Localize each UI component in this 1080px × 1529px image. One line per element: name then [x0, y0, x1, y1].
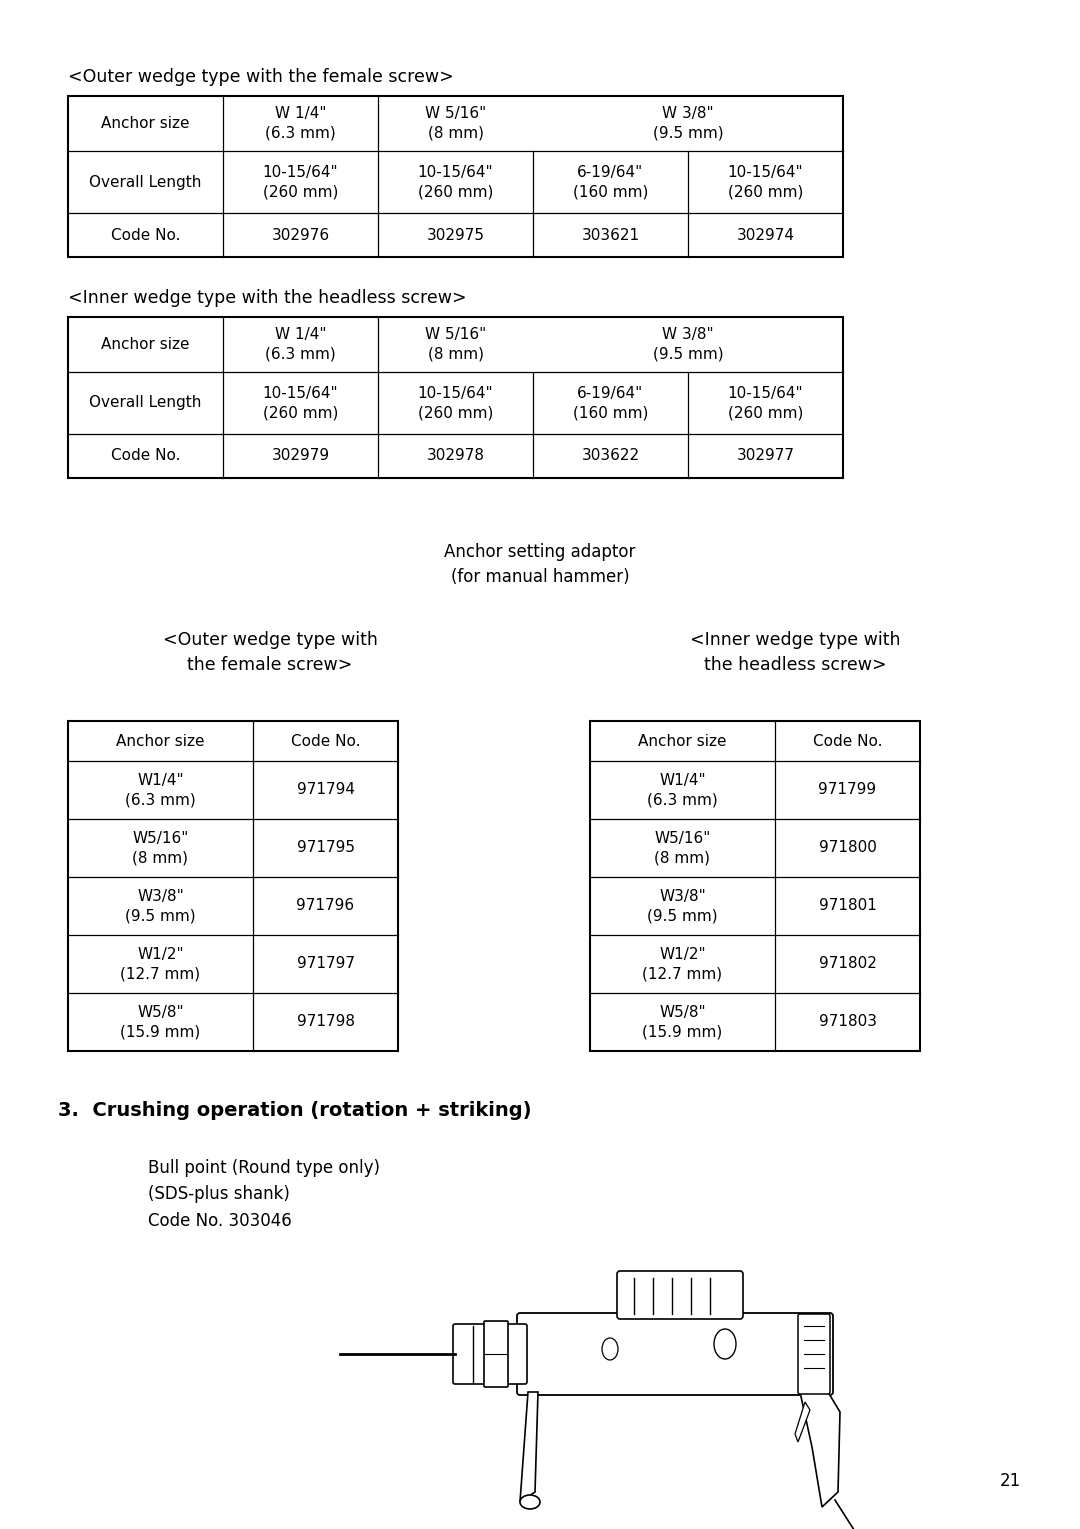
- Text: 971802: 971802: [819, 957, 877, 971]
- Text: 971795: 971795: [297, 841, 354, 856]
- Text: 10-15/64"
(260 mm): 10-15/64" (260 mm): [262, 385, 338, 420]
- Text: W5/8"
(15.9 mm): W5/8" (15.9 mm): [120, 1005, 201, 1040]
- Text: W5/16"
(8 mm): W5/16" (8 mm): [133, 830, 189, 865]
- Text: Code No.: Code No.: [813, 734, 882, 749]
- Text: 10-15/64"
(260 mm): 10-15/64" (260 mm): [728, 165, 804, 199]
- Text: <Inner wedge type with the headless screw>: <Inner wedge type with the headless scre…: [68, 289, 467, 307]
- Bar: [590, 722, 920, 1050]
- Text: Anchor setting adaptor
(for manual hammer): Anchor setting adaptor (for manual hamme…: [444, 543, 636, 586]
- Text: 971797: 971797: [297, 957, 354, 971]
- Text: 971803: 971803: [819, 1015, 877, 1029]
- Text: 971799: 971799: [819, 783, 877, 798]
- Text: 302975: 302975: [427, 228, 485, 243]
- Text: W1/4"
(6.3 mm): W1/4" (6.3 mm): [125, 772, 195, 807]
- Text: 303621: 303621: [581, 228, 639, 243]
- Text: W 1/4"
(6.3 mm): W 1/4" (6.3 mm): [265, 327, 336, 361]
- Text: 971798: 971798: [297, 1015, 354, 1029]
- Text: 302977: 302977: [737, 448, 795, 463]
- Ellipse shape: [602, 1338, 618, 1359]
- Text: Code No.: Code No.: [111, 228, 180, 243]
- Text: 302976: 302976: [271, 228, 329, 243]
- Text: 303622: 303622: [581, 448, 639, 463]
- Text: 971796: 971796: [296, 899, 354, 913]
- Text: 10-15/64"
(260 mm): 10-15/64" (260 mm): [418, 385, 494, 420]
- Text: 302978: 302978: [427, 448, 485, 463]
- Text: W 3/8"
(9.5 mm): W 3/8" (9.5 mm): [652, 107, 724, 141]
- Text: W 5/16"
(8 mm): W 5/16" (8 mm): [424, 107, 486, 141]
- FancyBboxPatch shape: [484, 1321, 508, 1387]
- Polygon shape: [519, 1391, 538, 1501]
- Text: 971794: 971794: [297, 783, 354, 798]
- Text: W1/2"
(12.7 mm): W1/2" (12.7 mm): [643, 946, 723, 982]
- Text: 302974: 302974: [737, 228, 795, 243]
- Bar: [68, 722, 399, 1050]
- Text: 3.  Crushing operation (rotation + striking): 3. Crushing operation (rotation + striki…: [58, 1101, 531, 1121]
- Text: Code No.: Code No.: [111, 448, 180, 463]
- Text: <Inner wedge type with
the headless screw>: <Inner wedge type with the headless scre…: [690, 631, 901, 674]
- Text: W1/4"
(6.3 mm): W1/4" (6.3 mm): [647, 772, 718, 807]
- Text: Code No.: Code No.: [291, 734, 361, 749]
- Text: W 5/16"
(8 mm): W 5/16" (8 mm): [424, 327, 486, 361]
- Text: W1/2"
(12.7 mm): W1/2" (12.7 mm): [121, 946, 201, 982]
- Ellipse shape: [519, 1495, 540, 1509]
- Polygon shape: [800, 1391, 840, 1508]
- Text: Bull point (Round type only)
(SDS-plus shank)
Code No. 303046: Bull point (Round type only) (SDS-plus s…: [148, 1159, 380, 1229]
- Text: W3/8"
(9.5 mm): W3/8" (9.5 mm): [647, 888, 718, 924]
- Text: <Outer wedge type with the female screw>: <Outer wedge type with the female screw>: [68, 67, 454, 86]
- Text: 971801: 971801: [819, 899, 877, 913]
- Text: 10-15/64"
(260 mm): 10-15/64" (260 mm): [262, 165, 338, 199]
- Polygon shape: [795, 1402, 810, 1442]
- Text: Anchor size: Anchor size: [102, 116, 190, 131]
- Bar: [68, 317, 843, 479]
- FancyBboxPatch shape: [517, 1313, 833, 1394]
- Text: Overall Length: Overall Length: [90, 396, 202, 410]
- Text: Anchor size: Anchor size: [638, 734, 727, 749]
- Text: W3/8"
(9.5 mm): W3/8" (9.5 mm): [125, 888, 195, 924]
- Ellipse shape: [714, 1329, 735, 1359]
- Text: 21: 21: [999, 1472, 1021, 1489]
- Text: 302979: 302979: [271, 448, 329, 463]
- Text: <Outer wedge type with
the female screw>: <Outer wedge type with the female screw>: [163, 631, 377, 674]
- Bar: [68, 96, 843, 257]
- Text: 971800: 971800: [819, 841, 877, 856]
- Text: W 3/8"
(9.5 mm): W 3/8" (9.5 mm): [652, 327, 724, 361]
- FancyBboxPatch shape: [798, 1313, 831, 1394]
- Text: Overall Length: Overall Length: [90, 174, 202, 190]
- FancyBboxPatch shape: [617, 1271, 743, 1320]
- Text: 6-19/64"
(160 mm): 6-19/64" (160 mm): [572, 165, 648, 199]
- Text: W5/8"
(15.9 mm): W5/8" (15.9 mm): [643, 1005, 723, 1040]
- Text: Anchor size: Anchor size: [102, 336, 190, 352]
- Text: W 1/4"
(6.3 mm): W 1/4" (6.3 mm): [265, 107, 336, 141]
- Text: 10-15/64"
(260 mm): 10-15/64" (260 mm): [418, 165, 494, 199]
- Text: 6-19/64"
(160 mm): 6-19/64" (160 mm): [572, 385, 648, 420]
- Text: W5/16"
(8 mm): W5/16" (8 mm): [654, 830, 711, 865]
- Text: Anchor size: Anchor size: [117, 734, 205, 749]
- Text: 10-15/64"
(260 mm): 10-15/64" (260 mm): [728, 385, 804, 420]
- FancyBboxPatch shape: [453, 1324, 527, 1384]
